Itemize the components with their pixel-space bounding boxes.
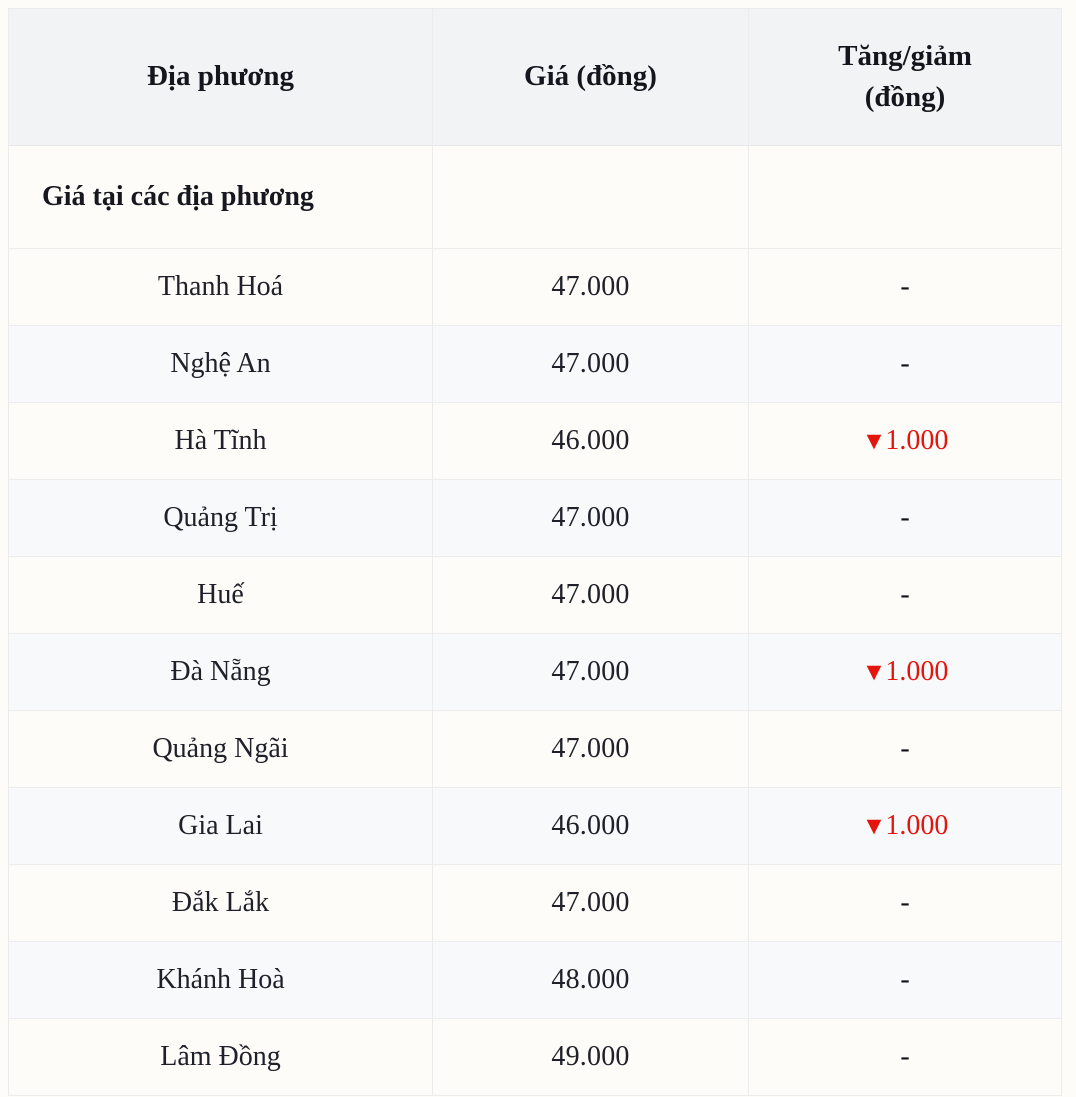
section-row: Giá tại các địa phương — [8, 145, 1062, 249]
column-header-price: Giá (đồng) — [432, 8, 749, 146]
section-row-label: Giá tại các địa phương — [8, 145, 433, 249]
column-header-change: Tăng/giảm (đồng) — [748, 8, 1062, 146]
table-row[interactable]: Hà Tĩnh 46.000 ▼1.000 — [8, 402, 1062, 480]
table-row[interactable]: Quảng Trị 47.000 - — [8, 479, 1062, 557]
cell-locale: Hà Tĩnh — [8, 402, 433, 480]
cell-price: 47.000 — [432, 633, 749, 711]
table-row[interactable]: Gia Lai 46.000 ▼1.000 — [8, 787, 1062, 865]
cell-locale: Quảng Ngãi — [8, 710, 433, 788]
change-value: - — [900, 1041, 910, 1072]
cell-locale: Nghệ An — [8, 325, 433, 403]
change-value: 1.000 — [885, 425, 949, 456]
cell-change: ▼1.000 — [748, 787, 1062, 865]
cell-change: ▼1.000 — [748, 402, 1062, 480]
column-header-change-label-line1: Tăng/giảm — [838, 39, 972, 72]
change-value: 1.000 — [885, 656, 949, 687]
cell-price: 47.000 — [432, 864, 749, 942]
change-value: - — [900, 733, 910, 764]
table-row[interactable]: Thanh Hoá 47.000 - — [8, 248, 1062, 326]
table-row[interactable]: Đà Nẵng 47.000 ▼1.000 — [8, 633, 1062, 711]
cell-locale: Gia Lai — [8, 787, 433, 865]
change-value: - — [900, 348, 910, 379]
column-header-change-label-line2: (đồng) — [864, 81, 946, 113]
triangle-down-icon: ▼ — [861, 659, 887, 686]
change-value: - — [900, 271, 910, 302]
cell-price: 47.000 — [432, 556, 749, 634]
cell-change: - — [748, 864, 1062, 942]
table-row[interactable]: Quảng Ngãi 47.000 - — [8, 710, 1062, 788]
cell-price: 49.000 — [432, 1018, 749, 1096]
table-body: Giá tại các địa phương Thanh Hoá 47.000 … — [8, 145, 1062, 1096]
cell-change: ▼1.000 — [748, 633, 1062, 711]
change-value: - — [900, 579, 910, 610]
table-row[interactable]: Nghệ An 47.000 - — [8, 325, 1062, 403]
change-value: - — [900, 887, 910, 918]
cell-change: - — [748, 556, 1062, 634]
cell-price: 47.000 — [432, 248, 749, 326]
section-row-price — [432, 145, 749, 249]
cell-price: 47.000 — [432, 710, 749, 788]
cell-change: - — [748, 248, 1062, 326]
cell-price: 47.000 — [432, 479, 749, 557]
cell-price: 46.000 — [432, 787, 749, 865]
change-down-value: ▼1.000 — [862, 812, 949, 840]
change-down-value: ▼1.000 — [862, 658, 949, 686]
table-row[interactable]: Huế 47.000 - — [8, 556, 1062, 634]
table-row[interactable]: Khánh Hoà 48.000 - — [8, 941, 1062, 1019]
cell-locale: Đà Nẵng — [8, 633, 433, 711]
cell-price: 46.000 — [432, 402, 749, 480]
cell-locale: Quảng Trị — [8, 479, 433, 557]
cell-change: - — [748, 479, 1062, 557]
cell-change: - — [748, 941, 1062, 1019]
triangle-down-icon: ▼ — [861, 813, 887, 840]
change-value: - — [900, 964, 910, 995]
column-header-price-label: Giá (đồng) — [524, 60, 657, 93]
cell-price: 47.000 — [432, 325, 749, 403]
price-table: Địa phương Giá (đồng) Tăng/giảm (đồng) G… — [8, 8, 1062, 1096]
cell-price: 48.000 — [432, 941, 749, 1019]
cell-change: - — [748, 710, 1062, 788]
cell-change: - — [748, 325, 1062, 403]
change-value: 1.000 — [885, 810, 949, 841]
table-row[interactable]: Đắk Lắk 47.000 - — [8, 864, 1062, 942]
column-header-locale: Địa phương — [8, 8, 433, 146]
cell-locale: Thanh Hoá — [8, 248, 433, 326]
section-row-change — [748, 145, 1062, 249]
cell-locale: Huế — [8, 556, 433, 634]
cell-change: - — [748, 1018, 1062, 1096]
cell-locale: Khánh Hoà — [8, 941, 433, 1019]
table-row[interactable]: Lâm Đồng 49.000 - — [8, 1018, 1062, 1096]
cell-locale: Lâm Đồng — [8, 1018, 433, 1096]
triangle-down-icon: ▼ — [861, 428, 887, 455]
table-header: Địa phương Giá (đồng) Tăng/giảm (đồng) — [8, 8, 1062, 146]
header-row: Địa phương Giá (đồng) Tăng/giảm (đồng) — [8, 8, 1062, 146]
change-down-value: ▼1.000 — [862, 427, 949, 455]
cell-locale: Đắk Lắk — [8, 864, 433, 942]
column-header-locale-label: Địa phương — [146, 60, 295, 93]
change-value: - — [900, 502, 910, 533]
